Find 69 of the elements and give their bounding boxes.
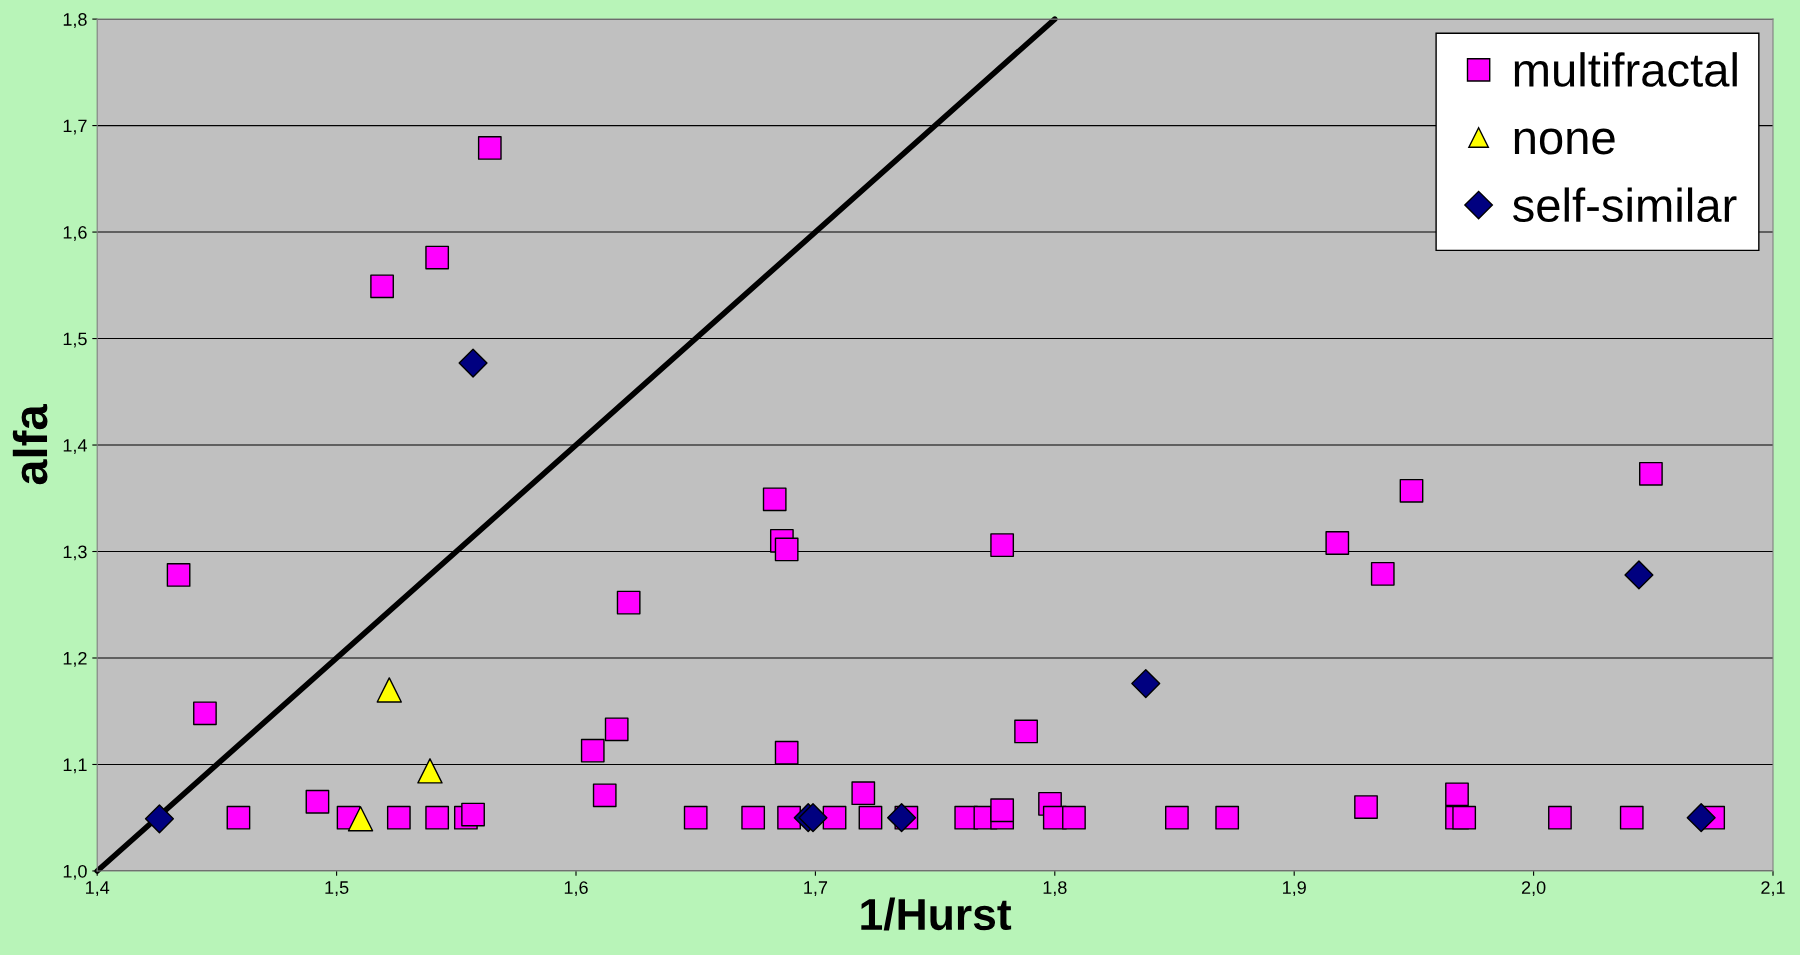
point — [386, 805, 411, 830]
point — [762, 487, 787, 512]
point — [990, 798, 1015, 823]
point — [858, 805, 883, 830]
y-tick-label: 1,1 — [63, 758, 87, 774]
point — [1370, 561, 1395, 586]
point — [683, 805, 708, 830]
point — [1165, 805, 1189, 830]
point — [887, 803, 917, 833]
point — [477, 136, 502, 160]
y-tick-label: 1,7 — [63, 119, 87, 135]
point — [741, 805, 766, 830]
point — [822, 805, 847, 830]
point — [1354, 795, 1378, 819]
point — [592, 783, 617, 808]
point — [370, 274, 394, 299]
point — [774, 537, 799, 562]
point — [774, 740, 799, 765]
point — [1062, 805, 1086, 830]
point — [616, 590, 641, 615]
point — [1399, 478, 1424, 503]
point — [1215, 805, 1240, 830]
point — [458, 348, 488, 378]
x-tick-label: 1,4 — [86, 881, 110, 897]
y-tick-label: 1,3 — [63, 545, 87, 561]
point — [1325, 531, 1350, 555]
point — [990, 533, 1015, 558]
point — [305, 789, 330, 814]
point — [1624, 560, 1654, 590]
x-tick-label: 1,9 — [1283, 881, 1306, 897]
point — [1548, 805, 1572, 830]
point — [425, 805, 450, 830]
point — [604, 717, 629, 742]
point — [777, 805, 801, 830]
point — [461, 802, 485, 827]
point — [193, 701, 217, 726]
point — [580, 738, 605, 763]
y-tick-label: 1,6 — [63, 226, 87, 241]
x-tick-label: 1,5 — [325, 881, 349, 897]
point — [1686, 803, 1716, 833]
x-tick-label: 1,6 — [564, 881, 588, 897]
point — [226, 805, 251, 830]
point — [376, 677, 402, 703]
point — [1619, 805, 1644, 830]
point — [347, 806, 374, 832]
point — [166, 563, 191, 587]
point — [1131, 668, 1161, 699]
point — [851, 781, 876, 806]
point — [1452, 805, 1477, 830]
y-tick-label: 1,4 — [63, 439, 87, 454]
legend-label: none — [1514, 128, 1615, 155]
point — [144, 804, 175, 834]
point — [417, 758, 443, 784]
legend-label: self-similar — [1512, 187, 1737, 223]
y-tick-label: 1,5 — [63, 332, 87, 348]
y-tick-label: 1,8 — [63, 13, 87, 28]
y-axis-title: alfa — [12, 404, 48, 485]
x-tick-label: 2,1 — [1761, 881, 1785, 897]
x-tick-label: 2,0 — [1521, 881, 1546, 897]
point — [1639, 461, 1663, 486]
point — [1014, 719, 1038, 744]
point — [425, 245, 450, 270]
y-tick-label: 1,2 — [63, 651, 87, 667]
x-axis-title: 1/Hurst — [861, 897, 1012, 931]
y-tick-label: 1,0 — [63, 864, 87, 880]
point — [1445, 782, 1469, 807]
legend-label: multifractal — [1514, 52, 1737, 87]
x-tick-label: 1,7 — [804, 881, 828, 897]
x-tick-label: 1,8 — [1043, 881, 1067, 897]
